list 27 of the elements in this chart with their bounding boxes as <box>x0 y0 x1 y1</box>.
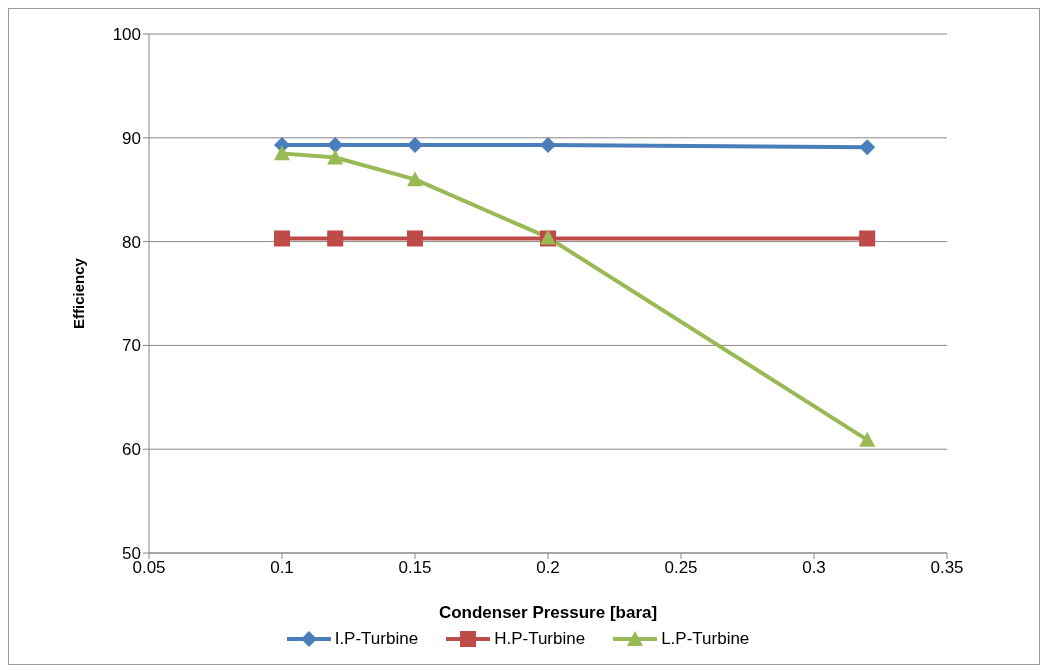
point <box>407 137 423 154</box>
y-tick-label: 60 <box>122 440 141 460</box>
point <box>407 230 423 247</box>
point <box>540 137 556 154</box>
point <box>274 230 290 247</box>
x-tick-label: 0.1 <box>270 558 294 578</box>
x-axis-title: Condenser Pressure [bara] <box>438 603 658 622</box>
legend-label: I.P-Turbine <box>333 629 419 649</box>
x-tick-label: 0.25 <box>664 558 698 578</box>
point <box>327 149 344 165</box>
point <box>859 139 876 156</box>
y-tick-label: 70 <box>122 336 141 356</box>
x-tick-label: 0.15 <box>398 558 432 578</box>
y-tick-label: 90 <box>122 128 141 148</box>
y-tick-label: 80 <box>122 232 141 252</box>
legend-label: L.P-Turbine <box>660 629 750 649</box>
point <box>859 230 876 247</box>
point <box>859 431 876 447</box>
y-axis-title: Efficiency <box>70 257 88 329</box>
x-tick-label: 0.3 <box>802 558 826 578</box>
x-tick-label: 0.35 <box>930 558 964 578</box>
point <box>274 145 290 161</box>
point <box>327 230 344 247</box>
point <box>407 171 423 187</box>
y-tick-label: 100 <box>112 25 141 45</box>
legend-label: H.P-Turbine <box>493 629 586 649</box>
x-tick-label: 0.2 <box>536 558 560 578</box>
